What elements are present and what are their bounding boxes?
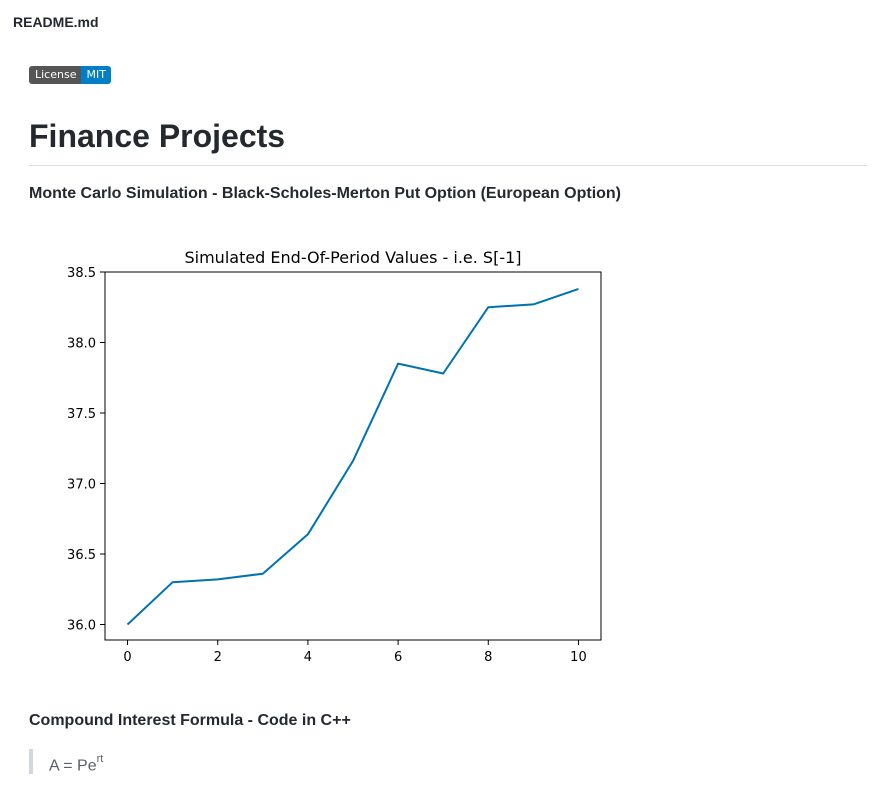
formula-base: A = Pe [49,757,97,775]
y-tick-label: 38.0 [67,336,96,351]
x-tick-label: 0 [123,650,131,665]
x-tick-label: 4 [304,650,312,665]
y-tick-label: 36.5 [67,548,96,563]
section-heading-compound-interest: Compound Interest Formula - Code in C++ [29,712,351,729]
badge-label: License [29,66,82,84]
badge-value: MIT [81,66,111,84]
y-tick-label: 36.0 [67,618,96,633]
section-heading-monte-carlo: Monte Carlo Simulation - Black-Scholes-M… [29,185,622,202]
page-title: Finance Projects [29,118,286,154]
chart-title: Simulated End-Of-Period Values - i.e. S[… [184,248,521,267]
chart-image: Simulated End-Of-Period Values - i.e. S[… [0,230,640,680]
license-badge[interactable]: License MIT [29,66,111,84]
formula-exponent: rt [96,753,104,765]
y-tick-label: 37.0 [67,477,96,492]
y-tick-label: 38.5 [67,266,96,281]
formula-blockquote: A = Pert [29,749,103,774]
file-name: README.md [13,14,99,30]
x-tick-label: 6 [394,650,402,665]
line-chart: Simulated End-Of-Period Values - i.e. S[… [67,248,602,665]
title-divider [29,165,867,166]
plot-frame [104,271,602,641]
y-tick-label: 37.5 [67,407,96,422]
x-tick-label: 2 [214,650,222,665]
x-tick-label: 8 [484,650,492,665]
series-line [126,287,579,626]
x-tick-label: 10 [570,650,587,665]
